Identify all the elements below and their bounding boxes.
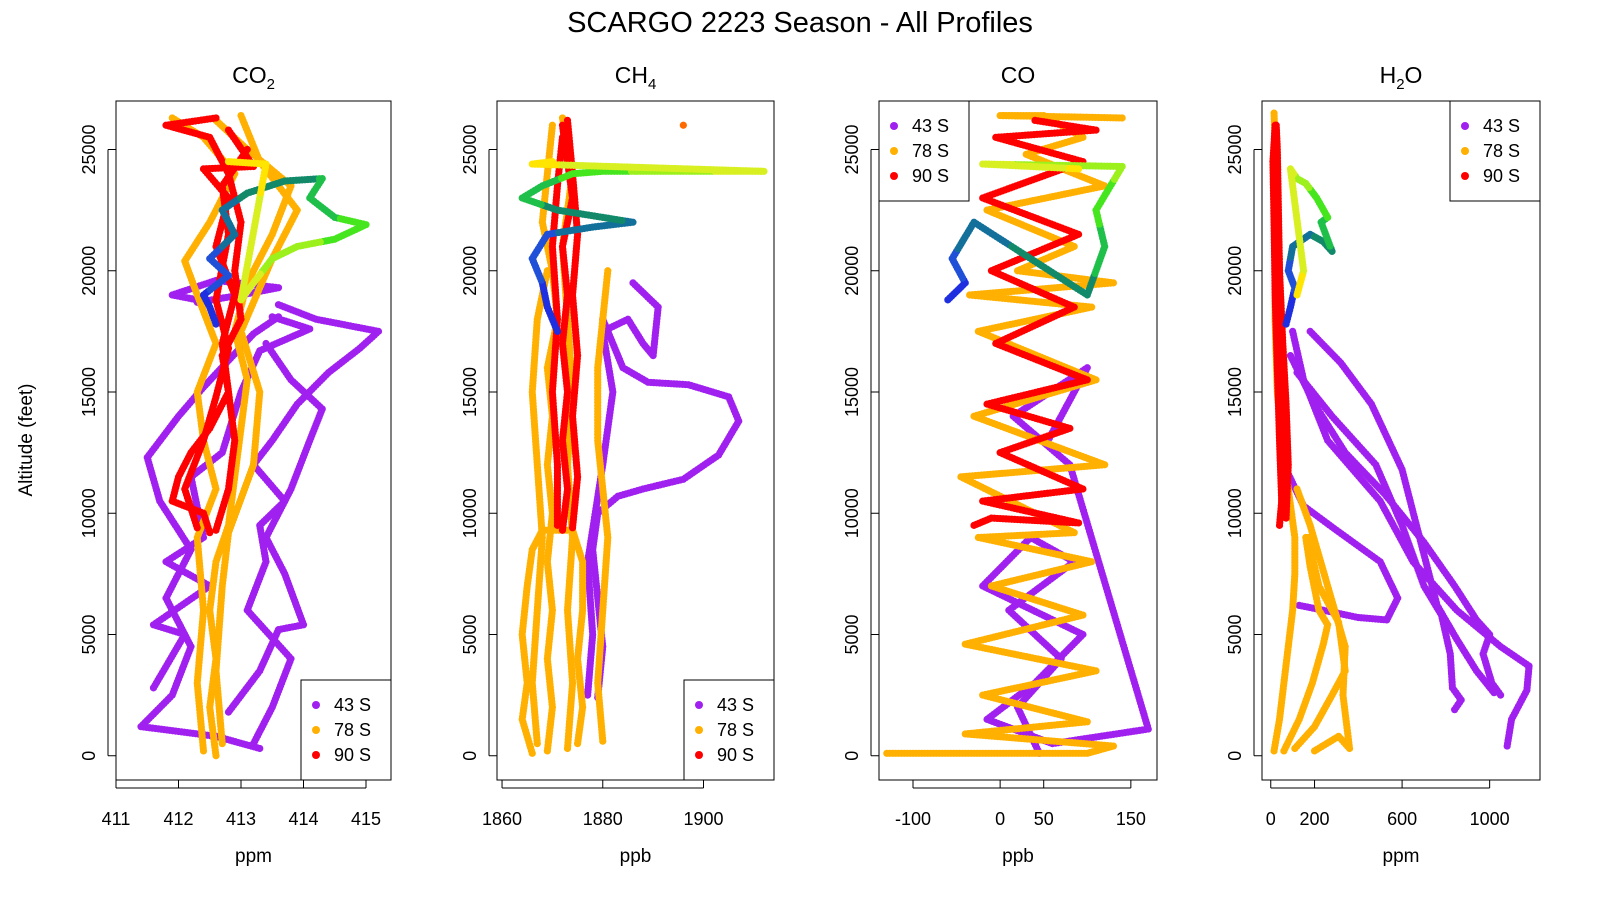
legend: 43 S 78 S 90 S <box>300 679 392 781</box>
data-point <box>268 313 276 321</box>
panel-1: CO2 0 5000 10000 15000 20000 25000 411 412 413 414… <box>79 62 392 867</box>
y-tick-label: 25000 <box>79 124 99 174</box>
legend-label: 43 S <box>717 695 754 715</box>
series-blue-green-track <box>518 158 768 335</box>
x-axis-label: ppb <box>620 846 652 867</box>
legend-label: 78 S <box>334 720 371 740</box>
panel-2: CH4 0 5000 10000 15000 20000 25000 1860 1880 1900… <box>460 62 775 867</box>
data-point <box>573 740 582 748</box>
series-43-s <box>137 276 383 753</box>
panel-title: CH4 <box>615 62 657 93</box>
panel-data <box>518 114 768 757</box>
panel-title-base: CH <box>615 62 648 88</box>
legend-marker <box>312 751 320 759</box>
panel-title: CO2 <box>232 62 275 93</box>
data-point <box>548 158 557 166</box>
x-tick-label: 414 <box>288 809 318 829</box>
data-point <box>224 158 233 166</box>
panel-title-base: CO <box>232 62 267 88</box>
legend-marker <box>312 726 320 734</box>
data-point <box>274 301 283 309</box>
data-point <box>629 279 637 287</box>
legend-marker <box>695 726 703 734</box>
data-point <box>224 126 233 134</box>
panel-title: CO <box>1001 62 1036 88</box>
y-tick-label: 10000 <box>79 488 99 538</box>
data-point <box>237 111 245 120</box>
y-tick-label: 15000 <box>460 367 480 417</box>
series-outlier <box>679 121 687 129</box>
y-tick-label: 5000 <box>79 614 99 654</box>
x-tick-label: 411 <box>102 809 131 829</box>
data-point <box>212 114 220 122</box>
x-tick-label: 413 <box>226 809 256 829</box>
y-tick-label: 20000 <box>460 246 480 296</box>
y-tick-label: 10000 <box>460 488 480 538</box>
panel-title-base: CO <box>1001 62 1036 88</box>
legend-marker <box>312 701 320 709</box>
panel-title-subscript: 2 <box>267 76 275 93</box>
x-tick-label: 1860 <box>482 809 522 829</box>
main-title: SCARGO 2223 Season - All Profiles <box>567 7 1033 39</box>
y-tick-label: 5000 <box>460 614 480 654</box>
series-blue-green-track <box>199 158 370 328</box>
legend-label: 43 S <box>334 695 371 715</box>
panel-data <box>137 111 383 760</box>
x-tick-label: 1900 <box>683 809 723 829</box>
series-90-s <box>548 116 582 534</box>
y-tick-label: 25000 <box>460 124 480 174</box>
panel-title-subscript: 4 <box>648 76 656 93</box>
data-point <box>558 133 567 141</box>
legend-label: 78 S <box>717 720 754 740</box>
x-tick-label: 412 <box>163 809 193 829</box>
data-point <box>543 267 551 275</box>
data-point <box>563 116 572 124</box>
data-point <box>679 121 687 129</box>
data-point <box>243 145 251 154</box>
y-axis-label: Altitude (feet) <box>16 384 37 497</box>
legend-marker <box>695 701 703 709</box>
legend-label: 90 S <box>717 745 754 765</box>
legend-marker <box>695 751 703 759</box>
legend: 43 S 78 S 90 S <box>683 679 775 781</box>
y-tick-label: 20000 <box>79 246 99 296</box>
plot-frame <box>115 100 392 781</box>
series-90-s <box>162 114 258 537</box>
data-point <box>168 114 176 122</box>
data-point <box>604 267 612 275</box>
legend-label: 90 S <box>334 745 371 765</box>
y-tick-label: 0 <box>79 751 99 761</box>
data-point <box>262 339 270 348</box>
x-tick-label: 1880 <box>583 809 623 829</box>
x-tick-label: 415 <box>351 809 381 829</box>
x-axis-label: ppm <box>235 846 272 867</box>
data-point <box>548 121 557 129</box>
y-tick-label: 15000 <box>79 367 99 417</box>
y-tick-label: 0 <box>460 751 480 761</box>
